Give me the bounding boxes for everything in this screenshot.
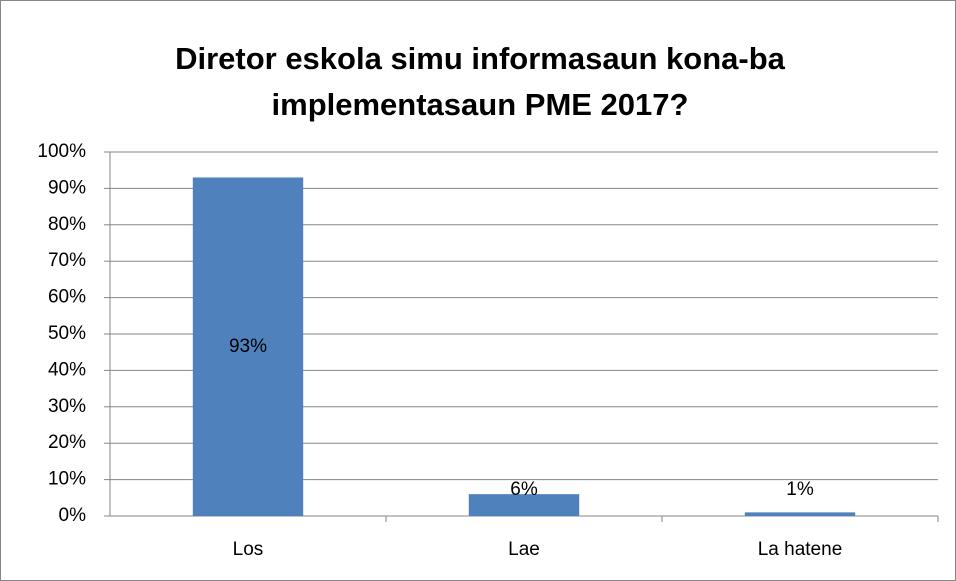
x-tick-label: La hatene [758,539,843,560]
data-label: 1% [786,479,814,500]
y-tick-label: 80% [48,214,86,235]
y-tick-label: 60% [48,287,86,308]
x-tick-label: Los [233,539,264,560]
bar [744,512,856,516]
bar [192,177,304,517]
x-tick-label: Lae [508,539,540,560]
y-tick-label: 0% [59,505,87,526]
data-label: 93% [229,336,267,357]
y-tick-label: 40% [48,359,86,380]
y-tick-label: 20% [48,432,86,453]
bar [468,494,580,516]
y-tick-label: 10% [48,469,86,490]
y-tick-label: 100% [37,141,86,162]
y-tick-label: 70% [48,250,86,271]
y-tick-label: 90% [48,177,86,198]
y-tick-label: 30% [48,396,86,417]
y-tick-label: 50% [48,323,86,344]
chart-title: Diretor eskola simu informasaun kona-ba … [175,41,785,122]
data-label: 6% [510,479,538,500]
